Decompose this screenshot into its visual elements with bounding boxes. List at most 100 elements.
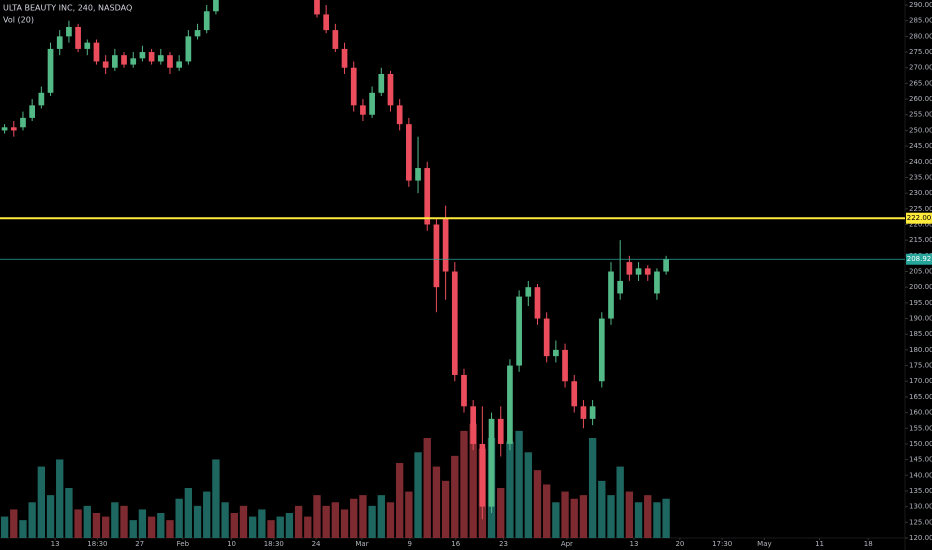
x-tick-label: 18:30 [87, 540, 107, 548]
candle-body [470, 406, 477, 444]
volume-bar [644, 495, 652, 538]
candle-body [341, 48, 348, 68]
x-tick-label: 17:30 [712, 540, 732, 548]
volume-bar [285, 513, 294, 538]
candle-body [84, 42, 91, 49]
y-tick-label: 235.00 [909, 173, 932, 181]
candle-body [157, 55, 164, 62]
volume-bar [386, 502, 395, 538]
volume-bar [92, 513, 101, 538]
candle-body [203, 11, 210, 31]
volume-bar [634, 502, 643, 538]
volume-bar [304, 516, 312, 538]
candle-pane [0, 0, 905, 520]
candle-body [378, 73, 385, 93]
candle-body [139, 52, 146, 59]
volume-bar [46, 495, 55, 538]
candle-body [167, 55, 173, 68]
candle-body [543, 318, 550, 357]
candle-body [589, 406, 596, 419]
y-tick-label: 150.00 [909, 440, 932, 448]
volume-bar [28, 502, 36, 538]
volume-bar [616, 466, 624, 538]
volume-bar [653, 502, 661, 538]
volume-bar [469, 423, 477, 538]
candle-body [66, 26, 72, 37]
candle-body [111, 55, 118, 68]
candle-body [663, 258, 669, 272]
candle-body [507, 365, 513, 444]
y-tick-label: 205.00 [909, 268, 932, 276]
chart-title: ULTA BEAUTY INC, 240, NASDAQ [3, 4, 132, 13]
x-tick-label: 11 [815, 540, 824, 548]
candle-body [598, 318, 605, 382]
y-tick-label: 135.00 [909, 487, 932, 495]
y-tick-label: 270.00 [909, 64, 932, 72]
price-line-tag [906, 253, 932, 265]
y-tick-label: 155.00 [909, 424, 932, 432]
candle-body [20, 117, 26, 128]
candle-body [406, 124, 412, 181]
y-tick-label: 230.00 [909, 189, 932, 197]
volume-bar [230, 513, 238, 538]
volume-bar [405, 491, 413, 538]
candle-body [525, 287, 532, 297]
volume-bar [212, 459, 220, 538]
candle-body [38, 92, 45, 106]
y-tick-label: 275.00 [909, 48, 932, 56]
candle-body [213, 0, 219, 12]
volume-bar [56, 459, 64, 538]
x-tick-label: 24 [312, 540, 321, 548]
candle-body [424, 168, 431, 225]
y-tick-label: 285.00 [909, 17, 932, 25]
volume-bar [340, 509, 349, 538]
x-tick-label: 9 [408, 540, 412, 548]
volume-bar [147, 516, 156, 538]
volume-bar [515, 430, 523, 538]
x-tick-label: 20 [675, 540, 684, 548]
y-tick-label: 215.00 [909, 236, 932, 244]
candle-body [10, 127, 17, 131]
volume-bar [10, 509, 18, 538]
y-tick-label: 165.00 [909, 393, 932, 401]
x-tick-label: 16 [451, 540, 460, 548]
y-tick-label: 175.00 [909, 362, 932, 370]
candle-body [562, 349, 568, 382]
candle-body [29, 105, 36, 118]
candle-body [571, 381, 578, 407]
volume-bar [561, 491, 569, 538]
candle-body [433, 224, 440, 288]
candle-body [415, 168, 421, 181]
x-tick-label: 13 [51, 540, 60, 548]
x-tick-label: 13 [629, 540, 638, 548]
x-tick-label: 27 [135, 540, 144, 548]
volume-bar [0, 516, 9, 538]
candle-body [176, 61, 183, 68]
volume-bar [193, 505, 202, 538]
candle-body [451, 271, 458, 375]
volume-bar [313, 495, 321, 538]
volume-bar [570, 498, 578, 538]
volume-bar [221, 502, 229, 538]
candle-body [580, 406, 587, 419]
volume-bar [258, 509, 266, 538]
volume-label: Vol (20) [3, 16, 34, 25]
volume-bar [101, 516, 110, 538]
volume-bar [83, 505, 91, 538]
volume-bar [65, 488, 73, 538]
candle-body [148, 52, 155, 62]
candle-body [497, 418, 504, 444]
y-tick-label: 145.00 [909, 456, 932, 464]
volume-bar [460, 430, 468, 538]
volume-bar [129, 520, 137, 538]
x-tick-label: Apr [561, 540, 573, 548]
candle-body [93, 42, 100, 62]
volume-bar [368, 505, 376, 538]
volume-bar [184, 488, 193, 538]
y-tick-label: 250.00 [909, 126, 932, 134]
candle-body [488, 418, 495, 507]
x-tick-label: May [757, 540, 771, 548]
volume-bar [359, 495, 367, 538]
